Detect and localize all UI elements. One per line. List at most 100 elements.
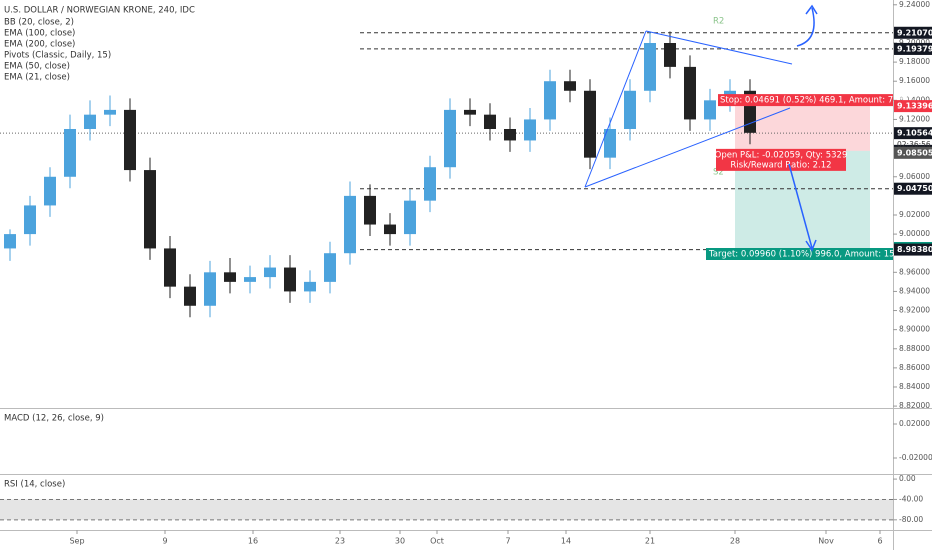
y-tick-label: 0.02000 (899, 419, 930, 428)
price-tag-label: 9.10564 (897, 129, 932, 138)
x-tick-label: Oct (430, 537, 444, 546)
indicator-label: Pivots (Classic, Daily, 15) (4, 51, 111, 61)
y-tick-label: 8.84000 (899, 382, 930, 391)
trendline (645, 30, 793, 65)
indicator-label: EMA (100, close) (4, 29, 75, 39)
target-label-bg (706, 248, 893, 261)
arrow-down (788, 163, 813, 249)
y-tick-label: 8.90000 (899, 325, 930, 334)
candle-body (244, 277, 256, 282)
overlay (584, 4, 818, 252)
candle-body (584, 90, 596, 158)
candle-body (604, 128, 616, 158)
candle-body (384, 224, 396, 235)
x-tick-label: 23 (335, 537, 345, 546)
x-tick-label: 28 (730, 537, 740, 546)
x-tick-label: 14 (561, 537, 571, 546)
y-tick-label: 8.96000 (899, 267, 930, 276)
x-tick-label: 16 (248, 537, 258, 546)
x-tick-label: 21 (645, 537, 655, 546)
y-tick-label: -40.00 (899, 494, 923, 503)
candle-body (124, 109, 136, 171)
arrow-head (805, 239, 817, 252)
candle-body (224, 272, 236, 282)
candle-body (204, 272, 216, 306)
candle-body (564, 81, 576, 91)
candle-body (444, 109, 456, 168)
price-tag-label: 8.98380 (897, 245, 932, 254)
candle-body (644, 42, 656, 91)
y-tick-label: 9.18000 (899, 57, 930, 66)
candle-body (324, 253, 336, 282)
candle-body (344, 195, 356, 254)
candle-body (464, 109, 476, 115)
y-tick-label: 9.02000 (899, 210, 930, 219)
y-tick-label: -80.00 (899, 515, 923, 524)
price-tag-label: 9.08505 (897, 148, 932, 157)
stop-label: Stop: 0.04691 (0.52%) 469.1, Amount: 750… (720, 96, 918, 106)
price-tag (894, 100, 932, 113)
price-tag-label: 9.04750 (897, 184, 932, 193)
rr-label: Risk/Reward Ratio: 2.12 (730, 160, 831, 170)
arrow-up (796, 7, 815, 47)
x-tick-label: 7 (505, 537, 510, 546)
pivot-label: S2 (713, 168, 724, 178)
x-tick-label: Sep (69, 537, 84, 546)
candle-body (84, 114, 96, 129)
candle-body (424, 167, 436, 201)
candle-body (484, 114, 496, 129)
y-tick-label: 9.24000 (899, 0, 930, 9)
y-tick-label: 0.00 (899, 474, 916, 483)
candle-body (184, 286, 196, 306)
candle-body (664, 42, 676, 67)
indicator-label: BB (20, close, 2) (4, 18, 74, 28)
price-tag (894, 146, 932, 159)
pnl-label: Open P&L: -0.02059, Qty: 5329 (715, 150, 848, 160)
candle-body (304, 281, 316, 292)
price-tag-label: 9.19379 (897, 44, 932, 53)
candle-body (544, 81, 556, 120)
y-tick-label: 9.00000 (899, 229, 930, 238)
price-tag (894, 127, 932, 140)
candle-body (104, 109, 116, 115)
y-tick-label: 8.92000 (899, 306, 930, 315)
price-tag (894, 26, 932, 39)
y-tick-label: 8.94000 (899, 286, 930, 295)
y-tick-label: 9.16000 (899, 76, 930, 85)
stop-zone (735, 106, 870, 151)
candle-body (704, 100, 716, 120)
candle-body (24, 205, 36, 235)
price-tag-label: 9.13396 (897, 102, 932, 111)
candle-body (164, 248, 176, 287)
candle-body (44, 176, 56, 206)
macd-title: MACD (12, 26, close, 9) (4, 414, 104, 424)
candle-body (64, 128, 76, 177)
y-tick-label: -0.02000 (899, 453, 932, 462)
candle-body (524, 119, 536, 141)
price-tag (894, 182, 932, 195)
indicator-label: EMA (50, close) (4, 62, 70, 72)
y-tick-label: 9.12000 (899, 114, 930, 123)
candle-body (504, 128, 516, 141)
y-tick-label: 9.06000 (899, 172, 930, 181)
pivot-label: R2 (713, 17, 724, 27)
countdown: 02:36:56 (897, 140, 931, 149)
candle-body (684, 66, 696, 120)
candle-body (284, 267, 296, 292)
price-tag (894, 243, 932, 256)
candle-body (264, 267, 276, 278)
indicator-label: EMA (200, close) (4, 40, 75, 50)
price-tag (894, 42, 932, 55)
stop-label-bg (718, 94, 893, 107)
x-tick-label: 9 (162, 537, 167, 546)
target-label: Target: 0.09960 (1.10%) 996.0, Amount: 1… (708, 250, 914, 260)
y-tick-label: 9.14000 (899, 95, 930, 104)
x-tick-label: 6 (877, 537, 882, 546)
arrow-head (805, 4, 818, 15)
y-tick-label: 8.88000 (899, 344, 930, 353)
candle-body (144, 170, 156, 249)
trendline (584, 30, 647, 188)
candle-body (4, 234, 16, 249)
